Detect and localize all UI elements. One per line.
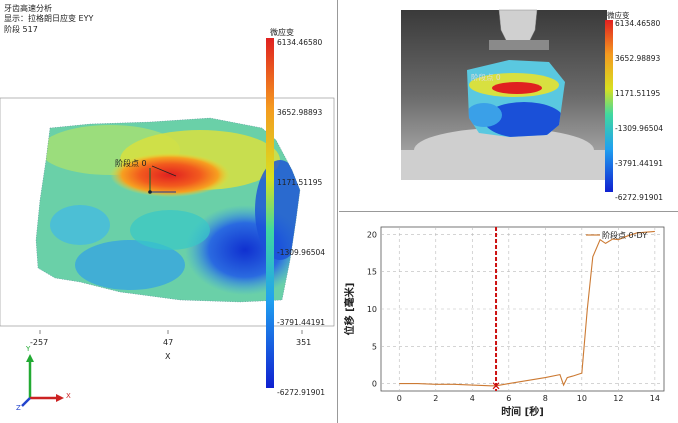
x-tick-label: 4 — [470, 394, 475, 403]
legend-label: 阶段点 0-DY — [602, 230, 647, 240]
overlay-colorbar-tick: -1309.96504 — [615, 124, 664, 133]
tooth-strain-surface — [36, 118, 300, 302]
analysis-title: 牙齿高速分析 — [4, 4, 52, 13]
x-axis-label: 时间 [秒] — [501, 405, 544, 418]
coordinate-triad — [21, 354, 64, 407]
view-bounding-box — [0, 97, 335, 327]
x-tick-label: 8 — [543, 394, 548, 403]
overlay-colorbar-tick: 6134.46580 — [615, 19, 661, 28]
y-tick-label: 0 — [372, 380, 377, 389]
marker-cross — [492, 382, 500, 390]
colorbar-tick: 1171.51195 — [277, 178, 323, 187]
y-tick-label: 20 — [367, 230, 377, 239]
x-tick-label: 0 — [397, 394, 402, 403]
stage-point-marker — [148, 190, 152, 194]
overlay-colorbar-tick: 1171.51195 — [615, 89, 661, 98]
x-tick-label: 14 — [650, 394, 660, 403]
stage-point-label: 阶段点 0 — [115, 159, 147, 168]
overlay-colorbar-tick: -6272.91901 — [615, 193, 664, 202]
strain-contour-plot[interactable] — [0, 0, 338, 423]
y-axis-label: 位移 [毫米] — [343, 283, 356, 336]
series-line — [399, 230, 655, 387]
stage-point-leader — [151, 165, 177, 177]
y-tick-label: 15 — [367, 268, 377, 277]
colorbar-tick: -1309.96504 — [277, 248, 326, 257]
stage-label: 阶段 517 — [4, 25, 38, 34]
colorbar — [266, 38, 274, 388]
x-tick: -257 — [30, 338, 49, 347]
x-tick-label: 2 — [433, 394, 438, 403]
colorbar-tick: -3791.44191 — [277, 318, 326, 327]
triad-y-label: Y — [26, 345, 31, 353]
x-tick: 351 — [296, 338, 312, 347]
overlay-colorbar-tick: 3652.98893 — [615, 54, 661, 63]
x-tick: 47 — [163, 338, 174, 347]
overlay-colorbar — [605, 20, 613, 192]
displacement-chart-panel[interactable]: 0 2 4 6 8 10 12 14 0 5 10 15 20 阶段点 0-DY 时间 [秒] 位移 [毫米] — [339, 213, 678, 423]
colorbar-tick-min: -6272.91901 — [277, 388, 326, 397]
x-tick-label: 6 — [506, 394, 511, 403]
x-axis-label: X — [165, 352, 171, 361]
x-tick-label: 10 — [577, 394, 587, 403]
x-tick-label: 12 — [613, 394, 623, 403]
triad-z-label: Z — [16, 404, 21, 412]
colorbar-title: 微应变 — [270, 28, 294, 37]
y-tick-label: 10 — [367, 305, 377, 314]
triad-x-label: X — [66, 392, 71, 400]
camera-overlay-panel[interactable]: 阶段点 0 微应变 6134.46580 3652.98893 1171.511… — [339, 0, 678, 212]
overlay-stage-point-label: 阶段点 0 — [471, 73, 501, 82]
y-tick-label: 5 — [372, 342, 377, 351]
strain-3d-view-panel[interactable]: 牙齿高速分析 显示：拉格朗日应变 EYY 阶段 517 — [0, 0, 338, 423]
colorbar-tick-max: 6134.46580 — [277, 38, 323, 47]
camera-image-view[interactable] — [339, 0, 678, 212]
displacement-chart[interactable]: 0 2 4 6 8 10 12 14 0 5 10 15 20 阶段点 0-DY 时间 [秒] 位移 [毫米] — [339, 213, 678, 423]
display-mode-label: 显示：拉格朗日应变 EYY — [4, 14, 94, 23]
overlay-colorbar-title: 微应变 — [607, 11, 630, 20]
overlay-colorbar-tick: -3791.44191 — [615, 159, 664, 168]
colorbar-tick: 3652.98893 — [277, 108, 323, 117]
